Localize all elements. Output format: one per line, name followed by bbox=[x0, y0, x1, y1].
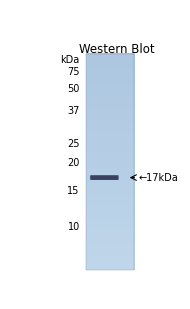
Text: 15: 15 bbox=[67, 186, 80, 196]
Text: kDa: kDa bbox=[60, 55, 80, 65]
Text: 37: 37 bbox=[67, 106, 80, 116]
FancyBboxPatch shape bbox=[90, 175, 119, 180]
Text: 10: 10 bbox=[67, 222, 80, 232]
Text: 50: 50 bbox=[67, 84, 80, 95]
Text: 20: 20 bbox=[67, 158, 80, 168]
Text: ←17kDa: ←17kDa bbox=[139, 173, 178, 183]
Text: 75: 75 bbox=[67, 67, 80, 77]
Text: Western Blot: Western Blot bbox=[79, 43, 155, 56]
Bar bbox=[86, 54, 134, 270]
Text: 25: 25 bbox=[67, 139, 80, 149]
